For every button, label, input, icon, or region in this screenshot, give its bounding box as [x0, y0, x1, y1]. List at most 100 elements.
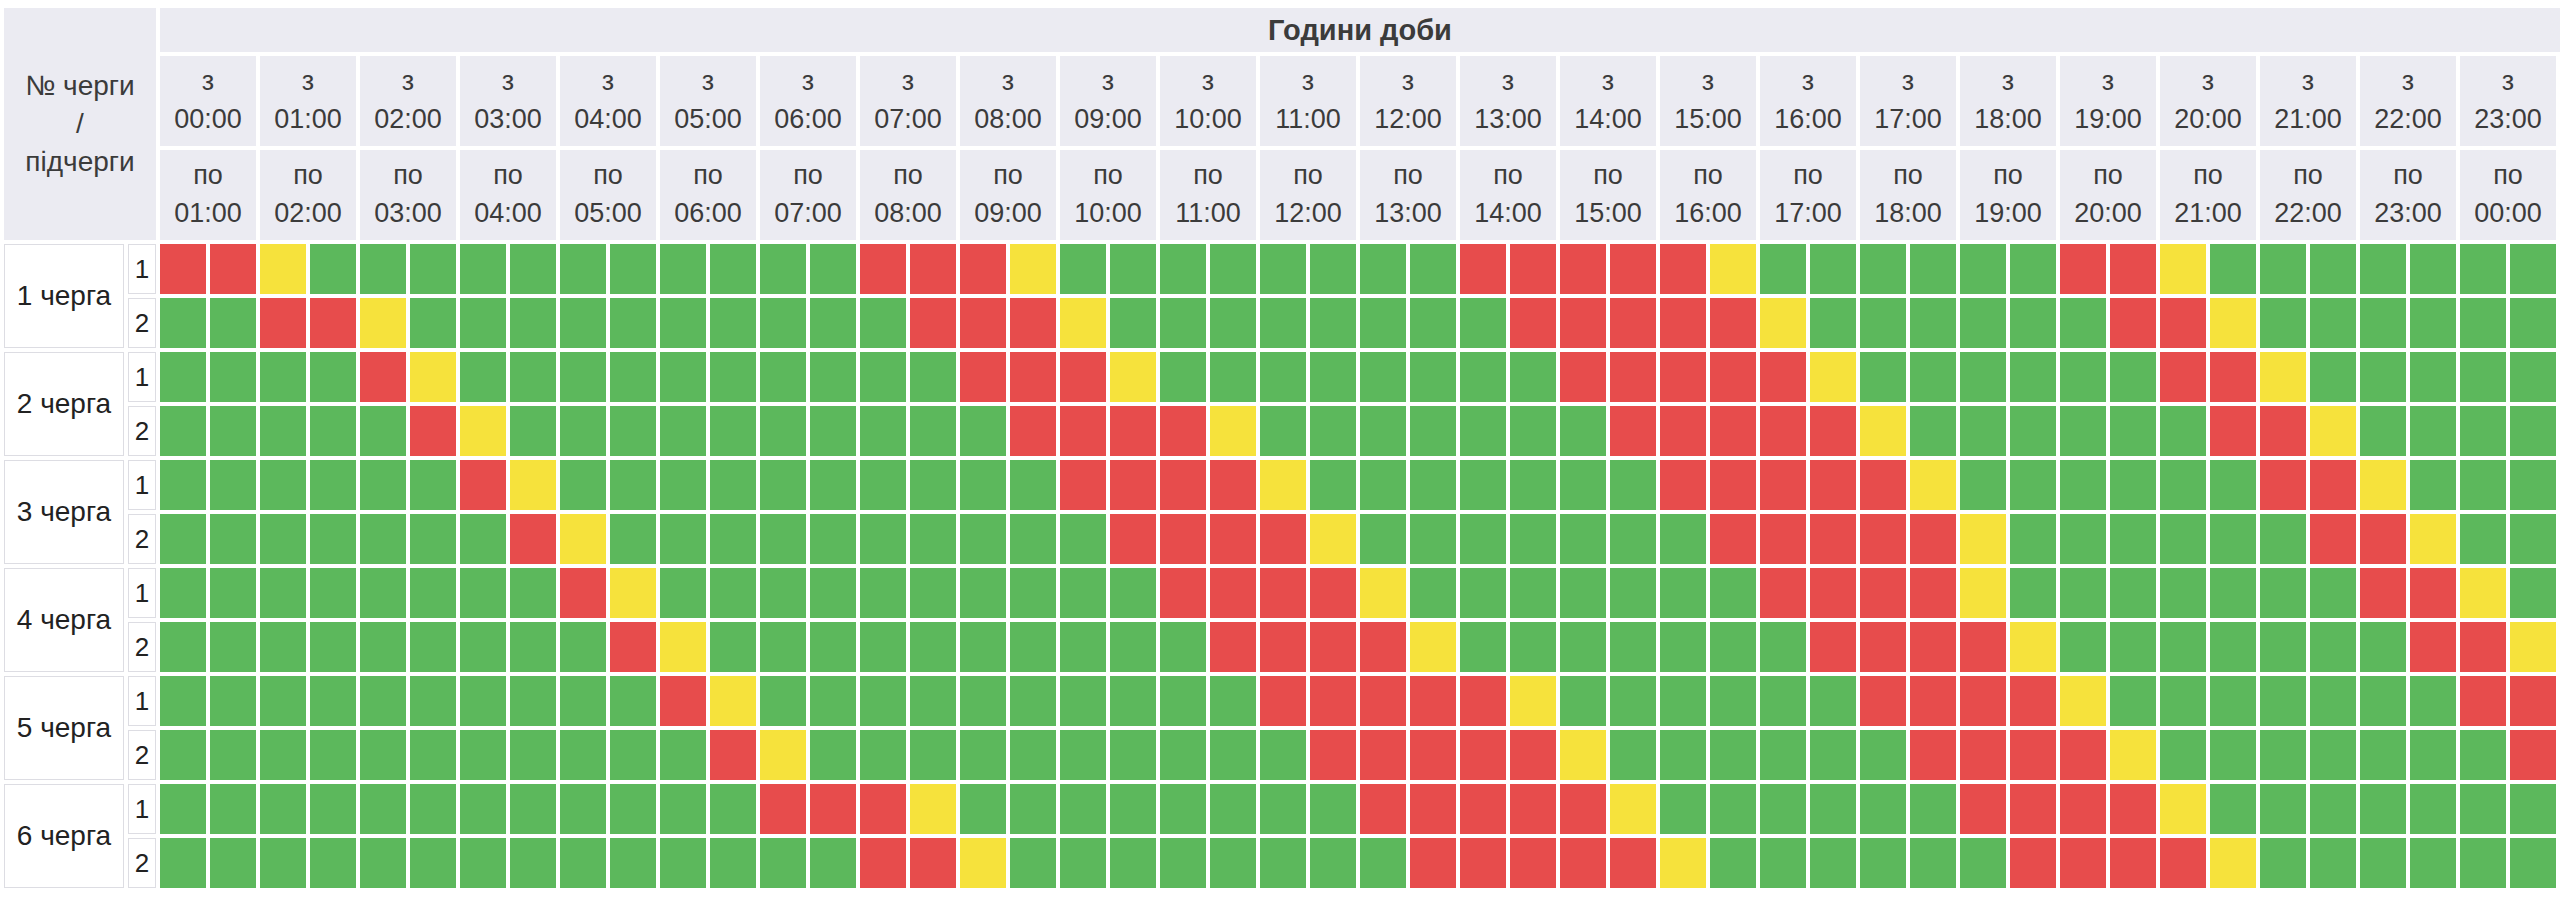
schedule-cell — [1460, 406, 1506, 456]
hour-from-time: 09:00 — [1074, 101, 1142, 139]
schedule-cell — [1810, 784, 1856, 834]
schedule-cell — [660, 784, 706, 834]
schedule-cell — [1710, 352, 1756, 402]
schedule-cell — [2260, 838, 2306, 888]
hour-to-time: 15:00 — [1574, 195, 1642, 233]
queue-group: 4 черга12 — [4, 568, 2560, 672]
queue-label: 1 черга — [4, 244, 124, 348]
schedule-cell — [160, 298, 206, 348]
schedule-cell — [610, 784, 656, 834]
schedule-cell — [1210, 676, 1256, 726]
hour-from-time: 20:00 — [2174, 101, 2242, 139]
schedule-row: 1 — [128, 244, 2556, 294]
schedule-cell — [510, 460, 556, 510]
schedule-cell — [260, 298, 306, 348]
hour-from-prefix: з — [2502, 63, 2514, 101]
schedule-cell — [2160, 460, 2206, 510]
hour-from-prefix: з — [1602, 63, 1614, 101]
schedule-cell — [2160, 352, 2206, 402]
schedule-cell — [2110, 676, 2156, 726]
schedule-cell — [2160, 622, 2206, 672]
schedule-cell — [1160, 838, 1206, 888]
hour-from-time: 13:00 — [1474, 101, 1542, 139]
schedule-cell — [310, 244, 356, 294]
queue-label: 3 черга — [4, 460, 124, 564]
schedule-cell — [660, 406, 706, 456]
hour-from-prefix: з — [2402, 63, 2414, 101]
hour-to-prefix: по — [993, 157, 1023, 195]
hour-to-prefix: по — [1993, 157, 2023, 195]
schedule-cell — [710, 622, 756, 672]
schedule-cell — [410, 460, 456, 510]
schedule-cell — [1310, 676, 1356, 726]
schedule-cell — [1360, 514, 1406, 564]
schedule-cell — [610, 352, 656, 402]
schedule-cell — [2060, 622, 2106, 672]
schedule-cell — [2310, 676, 2356, 726]
schedule-cell — [710, 514, 756, 564]
schedule-cell — [560, 298, 606, 348]
schedule-cell — [860, 460, 906, 510]
schedule-cell — [360, 730, 406, 780]
schedule-cell — [2260, 352, 2306, 402]
schedule-cell — [560, 676, 606, 726]
schedule-cell — [2110, 838, 2156, 888]
schedule-cell — [2460, 568, 2506, 618]
hour-to-cell-19: по20:00 — [2060, 150, 2156, 240]
hour-to-time: 22:00 — [2274, 195, 2342, 233]
schedule-cell — [2260, 730, 2306, 780]
schedule-cell — [410, 244, 456, 294]
hour-from-cell-0: з00:00 — [160, 56, 256, 146]
schedule-cell — [810, 784, 856, 834]
schedule-cell — [2310, 244, 2356, 294]
schedule-cell — [860, 838, 906, 888]
schedule-cell — [1510, 298, 1556, 348]
schedule-cell — [560, 730, 606, 780]
schedule-cell — [610, 838, 656, 888]
schedule-cell — [2460, 730, 2506, 780]
queue-header-cell: № черги / підчерги — [4, 8, 156, 240]
schedule-cell — [460, 622, 506, 672]
schedule-cell — [2310, 298, 2356, 348]
hour-from-time: 21:00 — [2274, 101, 2342, 139]
schedule-cell — [2460, 676, 2506, 726]
schedule-cell — [260, 784, 306, 834]
schedule-cell — [1360, 352, 1406, 402]
schedule-cell — [1110, 298, 1156, 348]
schedule-cell — [210, 460, 256, 510]
hour-to-time: 00:00 — [2474, 195, 2542, 233]
hour-from-time: 14:00 — [1574, 101, 1642, 139]
schedule-cell — [1960, 514, 2006, 564]
schedule-cell — [2060, 568, 2106, 618]
schedule-cell — [2110, 460, 2156, 510]
schedule-cell — [2160, 514, 2206, 564]
schedule-cell — [1610, 730, 1656, 780]
schedule-cell — [1310, 568, 1356, 618]
schedule-cell — [1010, 514, 1056, 564]
schedule-cell — [2460, 838, 2506, 888]
queue-label: 4 черга — [4, 568, 124, 672]
schedule-cell — [960, 352, 1006, 402]
schedule-cell — [1660, 784, 1706, 834]
schedule-cell — [910, 568, 956, 618]
schedule-cell — [560, 622, 606, 672]
schedule-cell — [610, 676, 656, 726]
schedule-cell — [710, 460, 756, 510]
schedule-cell — [210, 676, 256, 726]
schedule-cell — [410, 406, 456, 456]
schedule-cell — [2310, 784, 2356, 834]
schedule-cell — [410, 838, 456, 888]
schedule-cell — [2060, 730, 2106, 780]
subqueue-label: 1 — [128, 244, 156, 294]
hour-from-prefix: з — [602, 63, 614, 101]
schedule-cell — [2060, 244, 2106, 294]
schedule-cell — [1060, 406, 1106, 456]
hour-to-prefix: по — [593, 157, 623, 195]
schedule-cell — [1560, 676, 1606, 726]
schedule-cell — [660, 730, 706, 780]
schedule-cell — [260, 244, 306, 294]
schedule-cell — [1260, 244, 1306, 294]
schedule-cell — [1410, 784, 1456, 834]
schedule-cell — [1660, 730, 1706, 780]
schedule-cell — [1010, 568, 1056, 618]
